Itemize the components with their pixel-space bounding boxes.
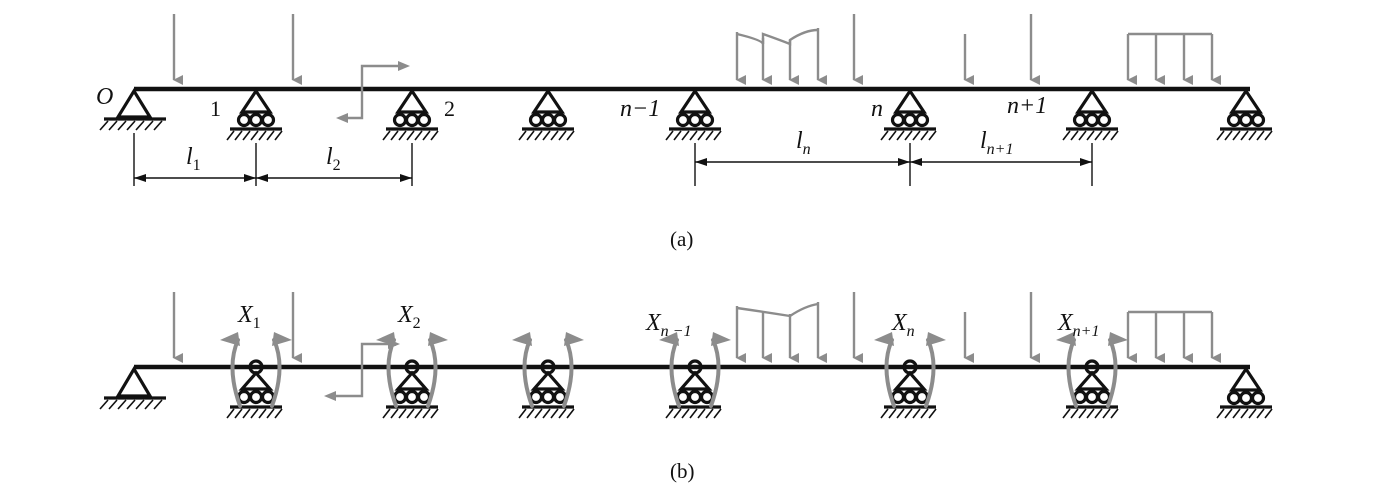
roller-support-b-7	[1216, 366, 1273, 419]
origin-label: O	[96, 84, 113, 110]
panel-a: O 1 2 n−1 n n+1 l1 l2 ln ln+1 (a)	[96, 14, 1273, 251]
hinged-support-b-5	[874, 332, 946, 419]
support-label-n-minus-1: n−1	[620, 96, 660, 122]
redundant-label-x-n-minus-1: Xn −1	[645, 310, 691, 340]
hinged-support-b-6	[1056, 332, 1128, 419]
hinged-support-b-3	[512, 332, 584, 419]
panel-b: X1 X2 Xn −1 Xn Xn+1 (b)	[99, 292, 1273, 483]
hinged-support-b-2	[376, 332, 448, 419]
roller-support-a-3	[518, 88, 575, 141]
caption-a: (a)	[670, 227, 693, 251]
point-loads-a	[172, 14, 1040, 85]
distributed-load-b-2	[1126, 310, 1221, 363]
span-label-2: l2	[326, 144, 341, 174]
roller-support-a-1	[226, 88, 283, 141]
roller-support-a-7	[1216, 88, 1273, 141]
redundant-label-x-n: Xn	[891, 310, 915, 340]
span-label-n: ln	[796, 128, 811, 158]
point-loads-b	[172, 292, 1040, 363]
support-label-n-plus-1: n+1	[1007, 93, 1047, 119]
pin-support-b-0	[99, 365, 166, 410]
distributed-load-a-2	[1126, 32, 1221, 85]
support-label-1: 1	[210, 96, 221, 121]
distributed-load-a-1	[735, 28, 827, 85]
hinged-support-b-1	[220, 332, 292, 419]
span-label-1: l1	[186, 144, 201, 174]
hinged-support-b-4	[659, 332, 731, 419]
couple-load-a	[336, 61, 410, 123]
redundant-label-x-n-plus-1: Xn+1	[1057, 310, 1099, 340]
distributed-load-b-1	[735, 302, 827, 363]
caption-b: (b)	[670, 459, 695, 483]
dimension-lines-a	[133, 133, 1093, 186]
redundant-label-x2: X2	[397, 302, 421, 332]
roller-support-a-5	[880, 88, 937, 141]
roller-support-a-6	[1062, 88, 1119, 141]
roller-support-a-4	[665, 88, 722, 141]
couple-load-b	[324, 339, 400, 401]
support-label-n: n	[871, 96, 883, 122]
span-label-n-plus-1: ln+1	[980, 128, 1013, 158]
redundant-label-x1: X1	[237, 302, 261, 332]
support-label-2: 2	[444, 96, 455, 121]
pin-support-a-0	[99, 87, 166, 131]
roller-support-a-2	[382, 88, 439, 141]
